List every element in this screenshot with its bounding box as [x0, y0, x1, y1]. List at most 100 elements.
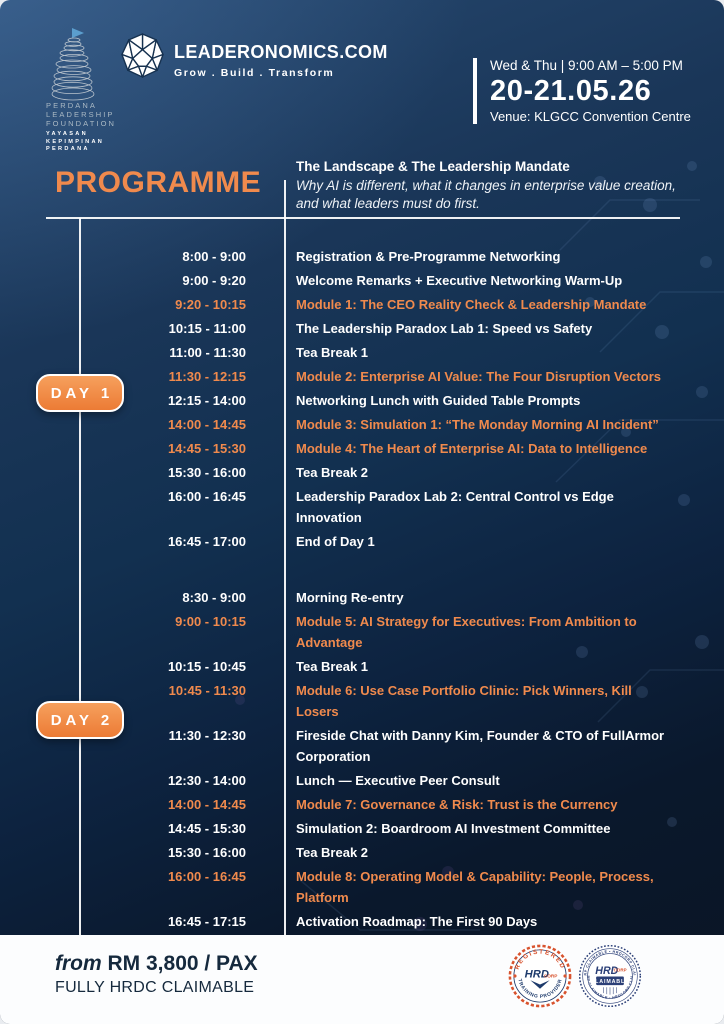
footer: from RM 3,800 / PAX FULLY HRDC CLAIMABLE… — [0, 935, 724, 1024]
schedule-session: Networking Lunch with Guided Table Promp… — [296, 393, 581, 408]
schedule-row: 16:45 - 17:00 End of Day 1 — [0, 531, 724, 552]
schedule-row: 15:30 - 16:00 Tea Break 2 — [0, 462, 724, 483]
schedule-time: 15:30 - 16:00 — [167, 465, 246, 480]
event-info-block: Wed & Thu | 9:00 AM – 5:00 PM 20-21.05.2… — [473, 58, 691, 124]
theme-block: The Landscape & The Leadership Mandate W… — [296, 158, 694, 212]
schedule-time: 16:00 - 16:45 — [167, 489, 246, 504]
claimable-line: FULLY HRDC CLAIMABLE — [55, 979, 255, 996]
schedule-row: 16:45 - 17:15 Activation Roadmap: The Fi… — [0, 911, 724, 932]
schedule-session: Module 5: AI Strategy for Executives: Fr… — [296, 614, 637, 650]
foundation-line: FOUNDATION — [46, 119, 117, 128]
svg-text:HRD: HRD — [525, 969, 549, 981]
schedule-time: 10:45 - 11:30 — [168, 683, 246, 698]
schedule-session: The Leadership Paradox Lab 1: Speed vs S… — [296, 321, 593, 336]
schedule-time: 9:00 - 10:15 — [175, 614, 246, 629]
schedule-time: 14:45 - 15:30 — [167, 441, 246, 456]
schedule-row: 14:00 - 14:45 Module 3: Simulation 1: “T… — [0, 414, 724, 435]
schedule-row: 11:30 - 12:15 Module 2: Enterprise AI Va… — [0, 366, 724, 387]
schedule-time: 16:00 - 16:45 — [167, 869, 246, 884]
schedule-time: 14:45 - 15:30 — [167, 821, 246, 836]
schedule-session: Module 8: Operating Model & Capability: … — [296, 869, 654, 905]
schedule-row: 15:30 - 16:00 Tea Break 2 — [0, 842, 724, 863]
schedule-row: 9:00 - 9:20 Welcome Remarks + Executive … — [0, 270, 724, 291]
hrdcorp-registered-badge-icon: REGISTERED TRAINING PROVIDER HRD CORP — [508, 944, 572, 1008]
schedule-row: 11:30 - 12:30 Fireside Chat with Danny K… — [0, 725, 724, 767]
event-days-time: Wed & Thu | 9:00 AM – 5:00 PM — [490, 58, 683, 73]
schedule-session: Tea Break 1 — [296, 659, 369, 674]
price-block: from RM 3,800 / PAX FULLY HRDC CLAIMABLE — [55, 951, 258, 999]
schedule-session: End of Day 1 — [296, 534, 375, 549]
schedule-session: Leadership Paradox Lab 2: Central Contro… — [296, 489, 614, 525]
schedule-row: 14:45 - 15:30 Simulation 2: Boardroom AI… — [0, 818, 724, 839]
schedule-session: Welcome Remarks + Executive Networking W… — [296, 273, 623, 288]
day2-badge: DAY 2 — [36, 701, 124, 739]
schedule-time: 10:15 - 11:00 — [168, 321, 246, 336]
price-prefix: from — [55, 952, 102, 975]
price-line: from RM 3,800 / PAX — [55, 951, 258, 977]
brand-tagline: Grow . Build . Transform — [174, 67, 335, 79]
schedule-row: 11:00 - 11:30 Tea Break 1 — [0, 342, 724, 363]
schedule-session: Tea Break 1 — [296, 345, 369, 360]
schedule-session: Module 7: Governance & Risk: Trust is th… — [296, 797, 618, 812]
day-timeline-line — [79, 218, 81, 935]
schedule-session: Morning Re-entry — [296, 590, 404, 605]
schedule-time: 9:20 - 10:15 — [175, 297, 246, 312]
schedule-time: 8:00 - 9:00 — [182, 249, 246, 264]
schedule: 8:00 - 9:00 Registration & Pre-Programme… — [0, 246, 724, 959]
schedule-session: Fireside Chat with Danny Kim, Founder & … — [296, 728, 665, 764]
svg-text:CLAIMABLE: CLAIMABLE — [590, 979, 629, 985]
foundation-line: LEADERSHIP — [46, 110, 115, 119]
svg-text:HRD: HRD — [595, 965, 618, 977]
leaderonomics-wordmark: LEADERONOMICS.COM Grow . Build . Transfo… — [174, 33, 388, 79]
schedule-divider-line — [284, 180, 286, 935]
schedule-session: Tea Break 2 — [296, 465, 369, 480]
day1-schedule: 8:00 - 9:00 Registration & Pre-Programme… — [0, 246, 724, 552]
schedule-session: Activation Roadmap: The First 90 Days — [296, 914, 538, 929]
day1-badge: DAY 1 — [36, 374, 124, 412]
schedule-session: Registration & Pre-Programme Networking — [296, 249, 561, 264]
schedule-time: 14:00 - 14:45 — [167, 417, 246, 432]
schedule-time: 8:30 - 9:00 — [182, 590, 246, 605]
schedule-row: 8:00 - 9:00 Registration & Pre-Programme… — [0, 246, 724, 267]
schedule-time: 12:15 - 14:00 — [167, 393, 246, 408]
schedule-row: 16:00 - 16:45 Module 8: Operating Model … — [0, 866, 724, 908]
flag-icon — [72, 28, 84, 38]
schedule-time: 11:00 - 11:30 — [169, 345, 246, 360]
schedule-session: Module 4: The Heart of Enterprise AI: Da… — [296, 441, 648, 456]
hrdc-badges: REGISTERED TRAINING PROVIDER HRD CORP HR… — [508, 944, 642, 1008]
programme-title: PROGRAMME — [55, 166, 262, 199]
theme-description: Why AI is different, what it changes in … — [296, 178, 676, 211]
schedule-time: 9:00 - 9:20 — [182, 273, 246, 288]
schedule-row: 10:15 - 11:00 The Leadership Paradox Lab… — [0, 318, 724, 339]
schedule-session: Lunch — Executive Peer Consult — [296, 773, 500, 788]
schedule-row: 16:00 - 16:45 Leadership Paradox Lab 2: … — [0, 486, 724, 528]
horizontal-divider — [46, 217, 680, 219]
schedule-session: Module 6: Use Case Portfolio Clinic: Pic… — [296, 683, 632, 719]
schedule-time: 10:15 - 10:45 — [167, 659, 246, 674]
schedule-session: Tea Break 2 — [296, 845, 369, 860]
brand-name: LEADERONOMICS.COM — [174, 42, 388, 62]
svg-text:CORP: CORP — [544, 974, 558, 979]
day2-schedule: 8:30 - 9:00 Morning Re-entry 9:00 - 10:1… — [0, 587, 724, 956]
schedule-time: 16:45 - 17:00 — [167, 534, 246, 549]
foundation-line: PERDANA — [46, 101, 97, 110]
schedule-time: 12:30 - 14:00 — [167, 773, 246, 788]
schedule-row: 14:45 - 15:30 Module 4: The Heart of Ent… — [0, 438, 724, 459]
schedule-session: Module 1: The CEO Reality Check & Leader… — [296, 297, 647, 312]
schedule-row: 12:30 - 14:00 Lunch — Executive Peer Con… — [0, 770, 724, 791]
schedule-session: Simulation 2: Boardroom AI Investment Co… — [296, 821, 611, 836]
perdana-foundation-wordmark: PERDANA LEADERSHIP FOUNDATION YAYASAN KE… — [46, 101, 116, 154]
leaderonomics-gem-icon — [121, 33, 164, 78]
schedule-row: 8:30 - 9:00 Morning Re-entry — [0, 587, 724, 608]
schedule-row: 9:00 - 10:15 Module 5: AI Strategy for E… — [0, 611, 724, 653]
schedule-time: 11:30 - 12:30 — [168, 728, 246, 743]
schedule-time: 16:45 - 17:15 — [167, 914, 246, 929]
schedule-row: 12:15 - 14:00 Networking Lunch with Guid… — [0, 390, 724, 411]
price-value: RM 3,800 / PAX — [101, 952, 258, 975]
hrdcorp-claimable-badge-icon: HRDCORP CLAIMABLE • HRDCORP CLAIMABLE HR… — [578, 944, 642, 1008]
event-venue: Venue: KLGCC Convention Centre — [490, 109, 691, 124]
svg-text:CORP: CORP — [614, 968, 627, 973]
schedule-time: 14:00 - 14:45 — [167, 797, 246, 812]
schedule-time: 11:30 - 12:15 — [168, 369, 246, 384]
